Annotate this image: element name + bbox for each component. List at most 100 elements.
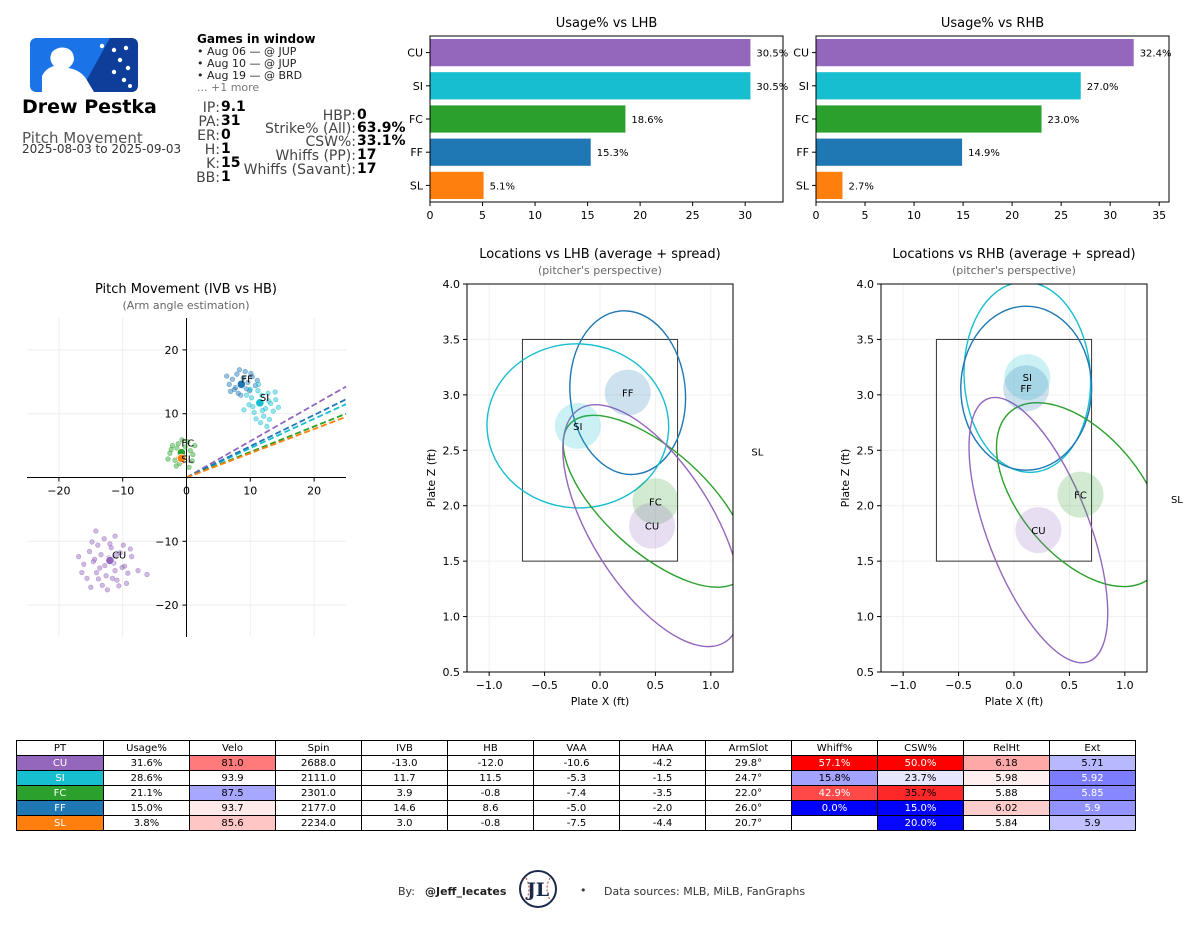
x-tick-label: 10 — [528, 209, 542, 222]
stat-label: K: — [206, 156, 220, 172]
bar-SI — [430, 72, 751, 100]
movement-point-SI — [253, 416, 259, 422]
stat-value: 33.1% — [357, 133, 406, 149]
plot-frame — [429, 35, 784, 203]
loc_rhb-chart: Locations vs RHB (average + spread) (pitc… — [839, 247, 1183, 708]
table-cell: FF — [16, 800, 104, 816]
table-cell: 8.6 — [447, 800, 534, 816]
movement-point-FC — [175, 441, 181, 447]
table-cell: 3.8% — [103, 815, 190, 831]
table-cell: FC — [16, 785, 104, 801]
game-item: • Aug 19 — @ BRD — [197, 69, 303, 82]
table-header-cell: VAA — [533, 740, 620, 756]
y-tick-label: 10 — [165, 408, 179, 421]
arm-angle-line-SL — [186, 416, 347, 479]
table-row: SI 28.6% 93.9 2111.0 11.7 11.5 -5.3 -1.5 24.7° 15… — [16, 770, 1136, 786]
location-avg-FF — [1003, 365, 1050, 412]
x-tick-label: 20 — [633, 209, 647, 222]
movement-avg-CU — [105, 555, 115, 566]
footer-handle: @Jeff_lecates — [425, 885, 507, 898]
game-item: • Aug 10 — @ JUP — [197, 57, 297, 70]
movement-point-FC — [189, 458, 195, 464]
movement-point-CU — [79, 569, 85, 576]
table-cell: -7.4 — [533, 785, 620, 801]
location-label-SL: SL — [751, 447, 763, 458]
location-avg-CU — [1015, 507, 1062, 554]
stat-value: 9.1 — [221, 99, 246, 115]
movement-point-CU — [113, 552, 119, 558]
movement-point-FC — [168, 446, 174, 453]
movement-label-FF: FF — [241, 374, 253, 385]
spread-ellipse-CU — [562, 404, 733, 648]
x-tick-label: 1.0 — [1116, 679, 1134, 692]
movement-point-CU — [101, 536, 107, 542]
movement-point-FF — [238, 392, 244, 398]
table-header-cell: Usage% — [103, 740, 190, 756]
movement-point-FF — [243, 386, 250, 392]
x-tick-label: −0.5 — [945, 679, 972, 692]
arm-angle-line-FC — [186, 412, 347, 479]
movement-point-FF — [233, 384, 239, 391]
table-row: CU 31.6% 81.0 2688.0 -13.0 -12.0 -10.6 -4.2 29.8… — [16, 755, 1136, 771]
movement-point-SI — [241, 407, 247, 413]
table-header-cell: HAA — [619, 740, 706, 756]
movement-point-FC — [173, 463, 179, 469]
y-tick-label: 2.0 — [857, 500, 875, 513]
y-axis-label: Plate Z (ft) — [839, 449, 852, 508]
table-cell: 21.1% — [103, 785, 190, 801]
movement-point-CU — [104, 587, 110, 593]
table-cell: 20.0% — [877, 815, 964, 831]
movement-point-CU — [109, 575, 116, 581]
movement-point-SI — [250, 404, 256, 410]
table-cell: 22.0° — [705, 785, 792, 801]
table-cell: SI — [16, 770, 104, 786]
movement-point-CU — [122, 563, 128, 569]
table-header-cell: ArmSlot — [705, 740, 792, 756]
table-cell — [791, 815, 878, 831]
pitch-table: PT Usage% Velo Spin IVB HB VAA HAA ArmSlot Whiff%… — [16, 740, 1136, 831]
y-tick-label: FF — [796, 146, 809, 159]
usage_rhb-chart: Usage% vs RHB 32.4% CU 27.0% SI 23.0% FC 14.9% F… — [793, 16, 1171, 222]
movement-point-CU — [88, 584, 94, 590]
table-cell: 2177.0 — [275, 800, 362, 816]
table-cell: -3.5 — [619, 785, 706, 801]
x-tick-label: 10 — [243, 485, 257, 498]
y-tick-label: 3.0 — [857, 389, 875, 402]
y-tick-label: FF — [410, 146, 423, 159]
movement-point-FF — [254, 377, 260, 384]
table-cell: -2.0 — [619, 800, 706, 816]
table-cell: 35.7% — [877, 785, 964, 801]
table-cell: 42.9% — [791, 785, 878, 801]
movement-point-SI — [261, 413, 267, 419]
chart-title: Pitch Movement (IVB vs HB) — [95, 282, 277, 297]
stat-label: PA: — [198, 114, 220, 130]
y-tick-label: 4.0 — [857, 278, 875, 291]
movement-point-CU — [95, 576, 102, 582]
movement-point-CU — [123, 580, 130, 587]
bar-value-label: 18.6% — [631, 115, 663, 126]
table-cell: 50.0% — [877, 755, 964, 771]
x-tick-label: 0 — [427, 209, 434, 222]
charts-canvas: Usage% vs LHB 30.5% CU 30.5% SI 18.6% FC 15.3% F… — [27, 16, 1183, 708]
movement-point-SI — [243, 392, 250, 398]
location-avg-SI — [554, 402, 601, 449]
movement-point-CU — [93, 528, 99, 534]
location-label-SI: SI — [1023, 373, 1032, 384]
table-cell: 57.1% — [791, 755, 878, 771]
movement-point-SI — [257, 420, 264, 426]
location-label-SL: SL — [1171, 495, 1183, 506]
movement-point-SI — [270, 408, 276, 414]
location-avg-SI — [1004, 354, 1051, 401]
movement-point-SI — [264, 423, 270, 430]
bar-SI — [816, 72, 1081, 100]
x-tick-label: 30 — [738, 209, 752, 222]
bar-FF — [816, 138, 963, 166]
x-tick-label: 15 — [956, 209, 970, 222]
bar-FF — [430, 138, 591, 166]
movement-point-CU — [102, 562, 108, 569]
table-cell: -0.8 — [447, 815, 534, 831]
x-tick-label: 20 — [1005, 209, 1019, 222]
table-cell: SL — [16, 815, 104, 831]
